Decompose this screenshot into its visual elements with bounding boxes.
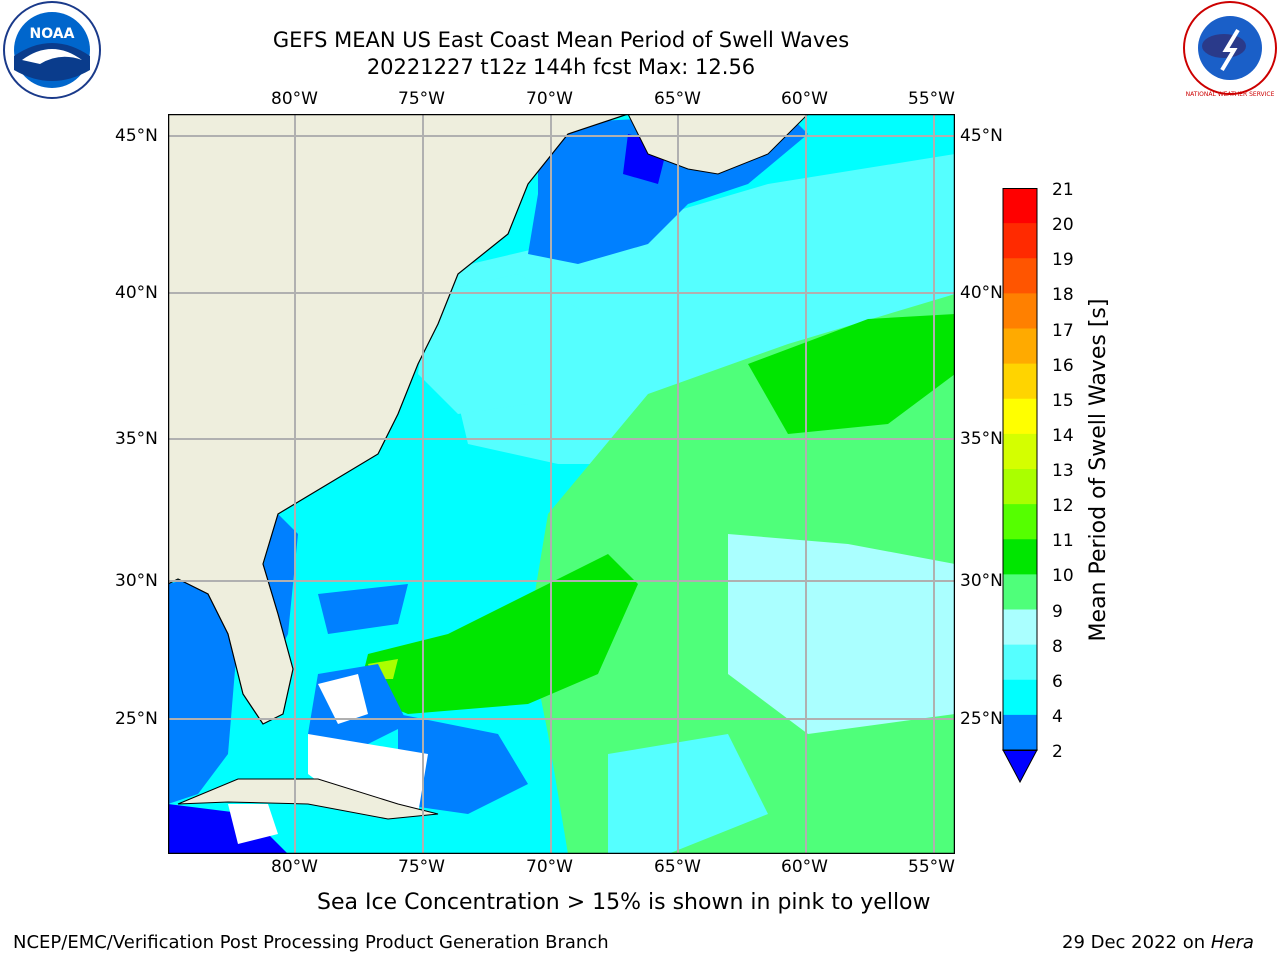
lat-label-left-35n: 35°N xyxy=(115,429,158,449)
noaa-logo: NOAA xyxy=(0,0,105,100)
colorbar-segment xyxy=(1003,398,1037,435)
colorbar-tick-label: 4 xyxy=(1052,706,1063,727)
colorbar-extension xyxy=(1002,749,1038,784)
colorbar-tick-label: 13 xyxy=(1052,461,1074,481)
colorbar-tick-label: 20 xyxy=(1052,215,1074,236)
footer-date: 29 Dec 2022 on xyxy=(1062,932,1211,953)
colorbar-label: Mean Period of Swell Waves [s] xyxy=(1086,298,1111,642)
colorbar-tick-label: 9 xyxy=(1052,601,1063,622)
colorbar-tick-label: 18 xyxy=(1052,285,1074,306)
lat-label-right-30n: 30°N xyxy=(960,571,1003,591)
colorbar-segment xyxy=(1003,539,1037,575)
colorbar-segment xyxy=(1003,433,1037,470)
colorbar-tick-label: 14 xyxy=(1052,425,1074,446)
colorbar-segment xyxy=(1003,609,1037,646)
lon-label-top-75w: 75°W xyxy=(398,89,445,109)
lon-label-bottom-60w: 60°W xyxy=(781,857,828,877)
footer-right: 29 Dec 2022 on Hera xyxy=(1062,932,1254,953)
lon-label-top-65w: 65°W xyxy=(654,89,701,109)
nws-logo: NATIONAL WEATHER SERVICE xyxy=(1178,0,1280,100)
colorbar-tick-label: 10 xyxy=(1052,566,1074,587)
colorbar-segment xyxy=(1003,644,1037,681)
lon-label-top-60w: 60°W xyxy=(781,89,828,109)
colorbar-tick-label: 6 xyxy=(1052,671,1063,692)
lon-label-bottom-75w: 75°W xyxy=(398,857,445,877)
map-panel xyxy=(167,113,956,855)
colorbar-segment xyxy=(1003,328,1037,365)
colorbar-tick-label: 19 xyxy=(1052,250,1074,271)
colorbar-segment xyxy=(1003,363,1037,400)
map-title: GEFS MEAN US East Coast Mean Period of S… xyxy=(272,28,850,52)
lat-label-left-30n: 30°N xyxy=(115,571,158,591)
colorbar-segment xyxy=(1003,469,1037,505)
footer-left: NCEP/EMC/Verification Post Processing Pr… xyxy=(13,932,609,953)
sea-ice-note: Sea Ice Concentration > 15% is shown in … xyxy=(317,890,931,915)
colorbar-tick-label: 16 xyxy=(1052,355,1074,376)
colorbar-segment xyxy=(1003,223,1037,259)
lon-label-top-70w: 70°W xyxy=(526,89,573,109)
colorbar-tick-label: 2 xyxy=(1052,742,1063,762)
colorbar-tick-label: 21 xyxy=(1052,180,1074,200)
lon-label-bottom-70w: 70°W xyxy=(526,857,573,877)
colorbar-segment xyxy=(1003,293,1037,329)
lat-label-right-40n: 40°N xyxy=(960,283,1003,303)
map-subtitle: 20221227 t12z 144h fcst Max: 12.56 xyxy=(366,55,756,79)
colorbar-tick-label: 8 xyxy=(1052,636,1063,657)
lon-label-bottom-80w: 80°W xyxy=(271,857,318,877)
colorbar-tick-label: 12 xyxy=(1052,496,1074,517)
lon-label-top-80w: 80°W xyxy=(271,89,318,109)
nws-logo-text: NATIONAL WEATHER SERVICE xyxy=(1186,91,1275,98)
colorbar-ticks: 21 20 19 18 17 16 15 14 13 12 11 10 9 8 6 4 2 xyxy=(1040,180,1090,770)
colorbar-tick-label: 17 xyxy=(1052,320,1074,341)
colorbar-segment xyxy=(1003,188,1037,224)
colorbar-segment xyxy=(1003,574,1037,610)
lon-label-top-55w: 55°W xyxy=(908,89,955,109)
footer-host: Hera xyxy=(1210,932,1254,953)
lat-label-left-25n: 25°N xyxy=(115,709,158,729)
colorbar xyxy=(1002,188,1038,784)
lat-label-left-45n: 45°N xyxy=(115,126,158,146)
colorbar-segment xyxy=(1003,504,1037,540)
colorbar-segment xyxy=(1003,714,1037,751)
colorbar-segment xyxy=(1003,258,1037,294)
lat-label-right-35n: 35°N xyxy=(960,429,1003,449)
colorbar-tick-label: 15 xyxy=(1052,390,1074,411)
lat-label-left-40n: 40°N xyxy=(115,283,158,303)
colorbar-segment xyxy=(1003,679,1037,716)
lat-label-right-25n: 25°N xyxy=(960,709,1003,729)
lon-label-bottom-65w: 65°W xyxy=(654,857,701,877)
lon-label-bottom-55w: 55°W xyxy=(908,857,955,877)
colorbar-tick-label: 11 xyxy=(1052,531,1074,552)
lat-label-right-45n: 45°N xyxy=(960,126,1003,146)
noaa-logo-text: NOAA xyxy=(30,26,75,42)
